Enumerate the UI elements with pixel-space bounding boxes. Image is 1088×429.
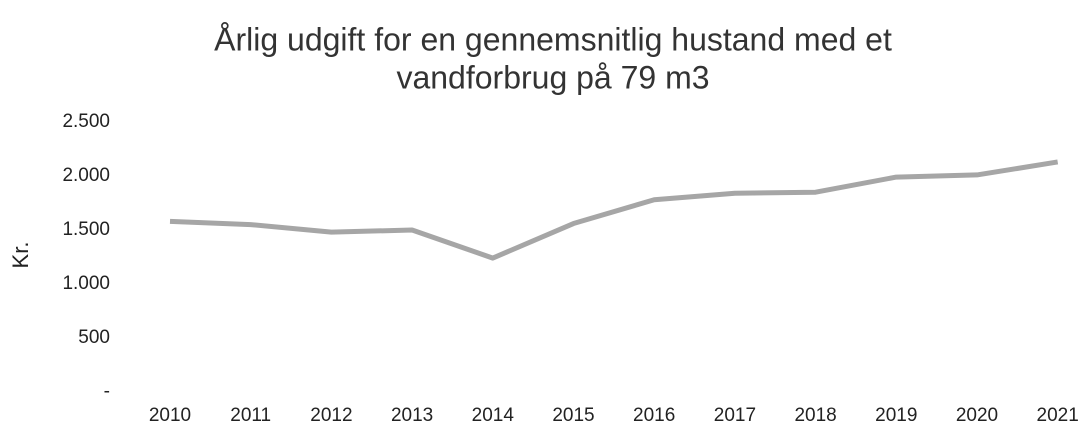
y-tick-label: 1.000 [62, 273, 110, 294]
x-tick-label: 2017 [714, 405, 756, 426]
data-line [169, 159, 1059, 261]
chart-title: vandforbrug på 79 m3 [396, 59, 709, 95]
x-tick-label: 2012 [310, 405, 352, 426]
x-tick-label: 2021 [1037, 405, 1079, 426]
x-tick-label: 2011 [230, 405, 271, 426]
y-tick-label: 1.500 [62, 219, 110, 240]
y-tick-label: 2.500 [62, 111, 110, 132]
chart-title: Årlig udgift for en gennemsnitlig hustan… [214, 21, 892, 57]
x-tick-label: 2016 [633, 405, 675, 426]
x-tick-label: 2020 [956, 405, 998, 426]
y-tick-label: 2.000 [62, 165, 110, 186]
x-tick-label: 2018 [794, 405, 836, 426]
x-tick-label: 2015 [552, 405, 594, 426]
x-tick-label: 2013 [391, 405, 433, 426]
x-tick-label: 2014 [472, 405, 515, 426]
x-tick-label: 2010 [149, 405, 191, 426]
y-tick-label: 500 [78, 327, 110, 348]
x-tick-label: 2019 [875, 405, 917, 426]
y-axis-label: Kr. [8, 242, 33, 269]
y-tick-label: - [104, 381, 110, 402]
